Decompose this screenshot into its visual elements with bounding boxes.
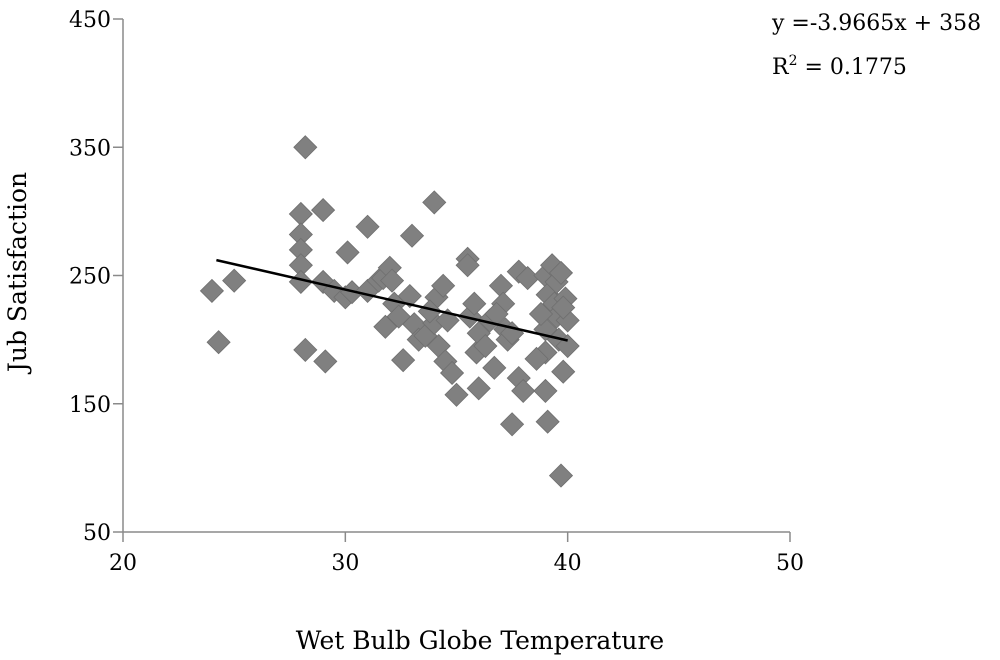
y-tick-label: 350 <box>69 136 111 161</box>
data-point <box>482 355 507 380</box>
data-point <box>199 278 224 303</box>
data-point <box>462 291 487 316</box>
y-tick-label: 250 <box>69 265 111 290</box>
data-point <box>391 348 416 373</box>
data-point <box>379 268 405 293</box>
trendline <box>216 258 568 342</box>
data-point <box>313 349 338 374</box>
data-point <box>288 201 313 227</box>
data-point <box>373 314 398 339</box>
data-point <box>399 223 425 248</box>
y-tick-label: 50 <box>83 521 111 546</box>
data-point <box>466 376 491 401</box>
x-tick-label: 20 <box>109 551 137 576</box>
data-point <box>548 260 574 286</box>
axes: 50 150 250 350 450 20 30 40 50 <box>69 8 804 576</box>
data-point <box>524 346 549 371</box>
r-squared-prefix: R <box>772 55 790 80</box>
y-tick-label: 450 <box>69 8 111 33</box>
data-point <box>431 273 456 298</box>
r-squared-superscript: 2 <box>789 53 798 69</box>
x-ticks: 20 30 40 50 <box>109 532 804 576</box>
data-point <box>551 359 576 384</box>
data-point <box>455 253 480 278</box>
data-point <box>422 190 447 215</box>
data-point <box>548 463 574 488</box>
data-point <box>488 273 514 298</box>
data-points <box>199 135 580 488</box>
r-squared-label: R2 = 0.1775 <box>772 53 907 80</box>
data-point <box>500 412 525 437</box>
data-point <box>293 135 318 160</box>
x-tick-label: 50 <box>776 551 804 576</box>
data-point <box>439 360 465 386</box>
x-tick-label: 30 <box>331 551 359 576</box>
data-point <box>551 295 576 320</box>
data-point <box>528 301 554 327</box>
data-point <box>511 378 536 403</box>
data-point <box>335 240 360 265</box>
y-tick-label: 150 <box>69 393 111 418</box>
trendline-equation: y =-3.9665x + 358 <box>771 11 981 36</box>
r-squared-value: = 0.1775 <box>798 55 907 80</box>
data-point <box>355 214 380 239</box>
data-point <box>533 378 558 403</box>
y-ticks: 50 150 250 350 450 <box>69 8 123 546</box>
data-point <box>473 333 498 359</box>
data-point <box>293 337 318 362</box>
data-point <box>311 198 336 223</box>
data-point <box>206 330 231 355</box>
data-point <box>222 268 247 293</box>
x-axis-title: Wet Bulb Globe Temperature <box>296 626 664 655</box>
x-tick-label: 40 <box>554 551 582 576</box>
data-point <box>535 409 560 434</box>
y-axis-title: Jub Satisfaction <box>3 172 32 375</box>
data-point <box>444 382 469 407</box>
